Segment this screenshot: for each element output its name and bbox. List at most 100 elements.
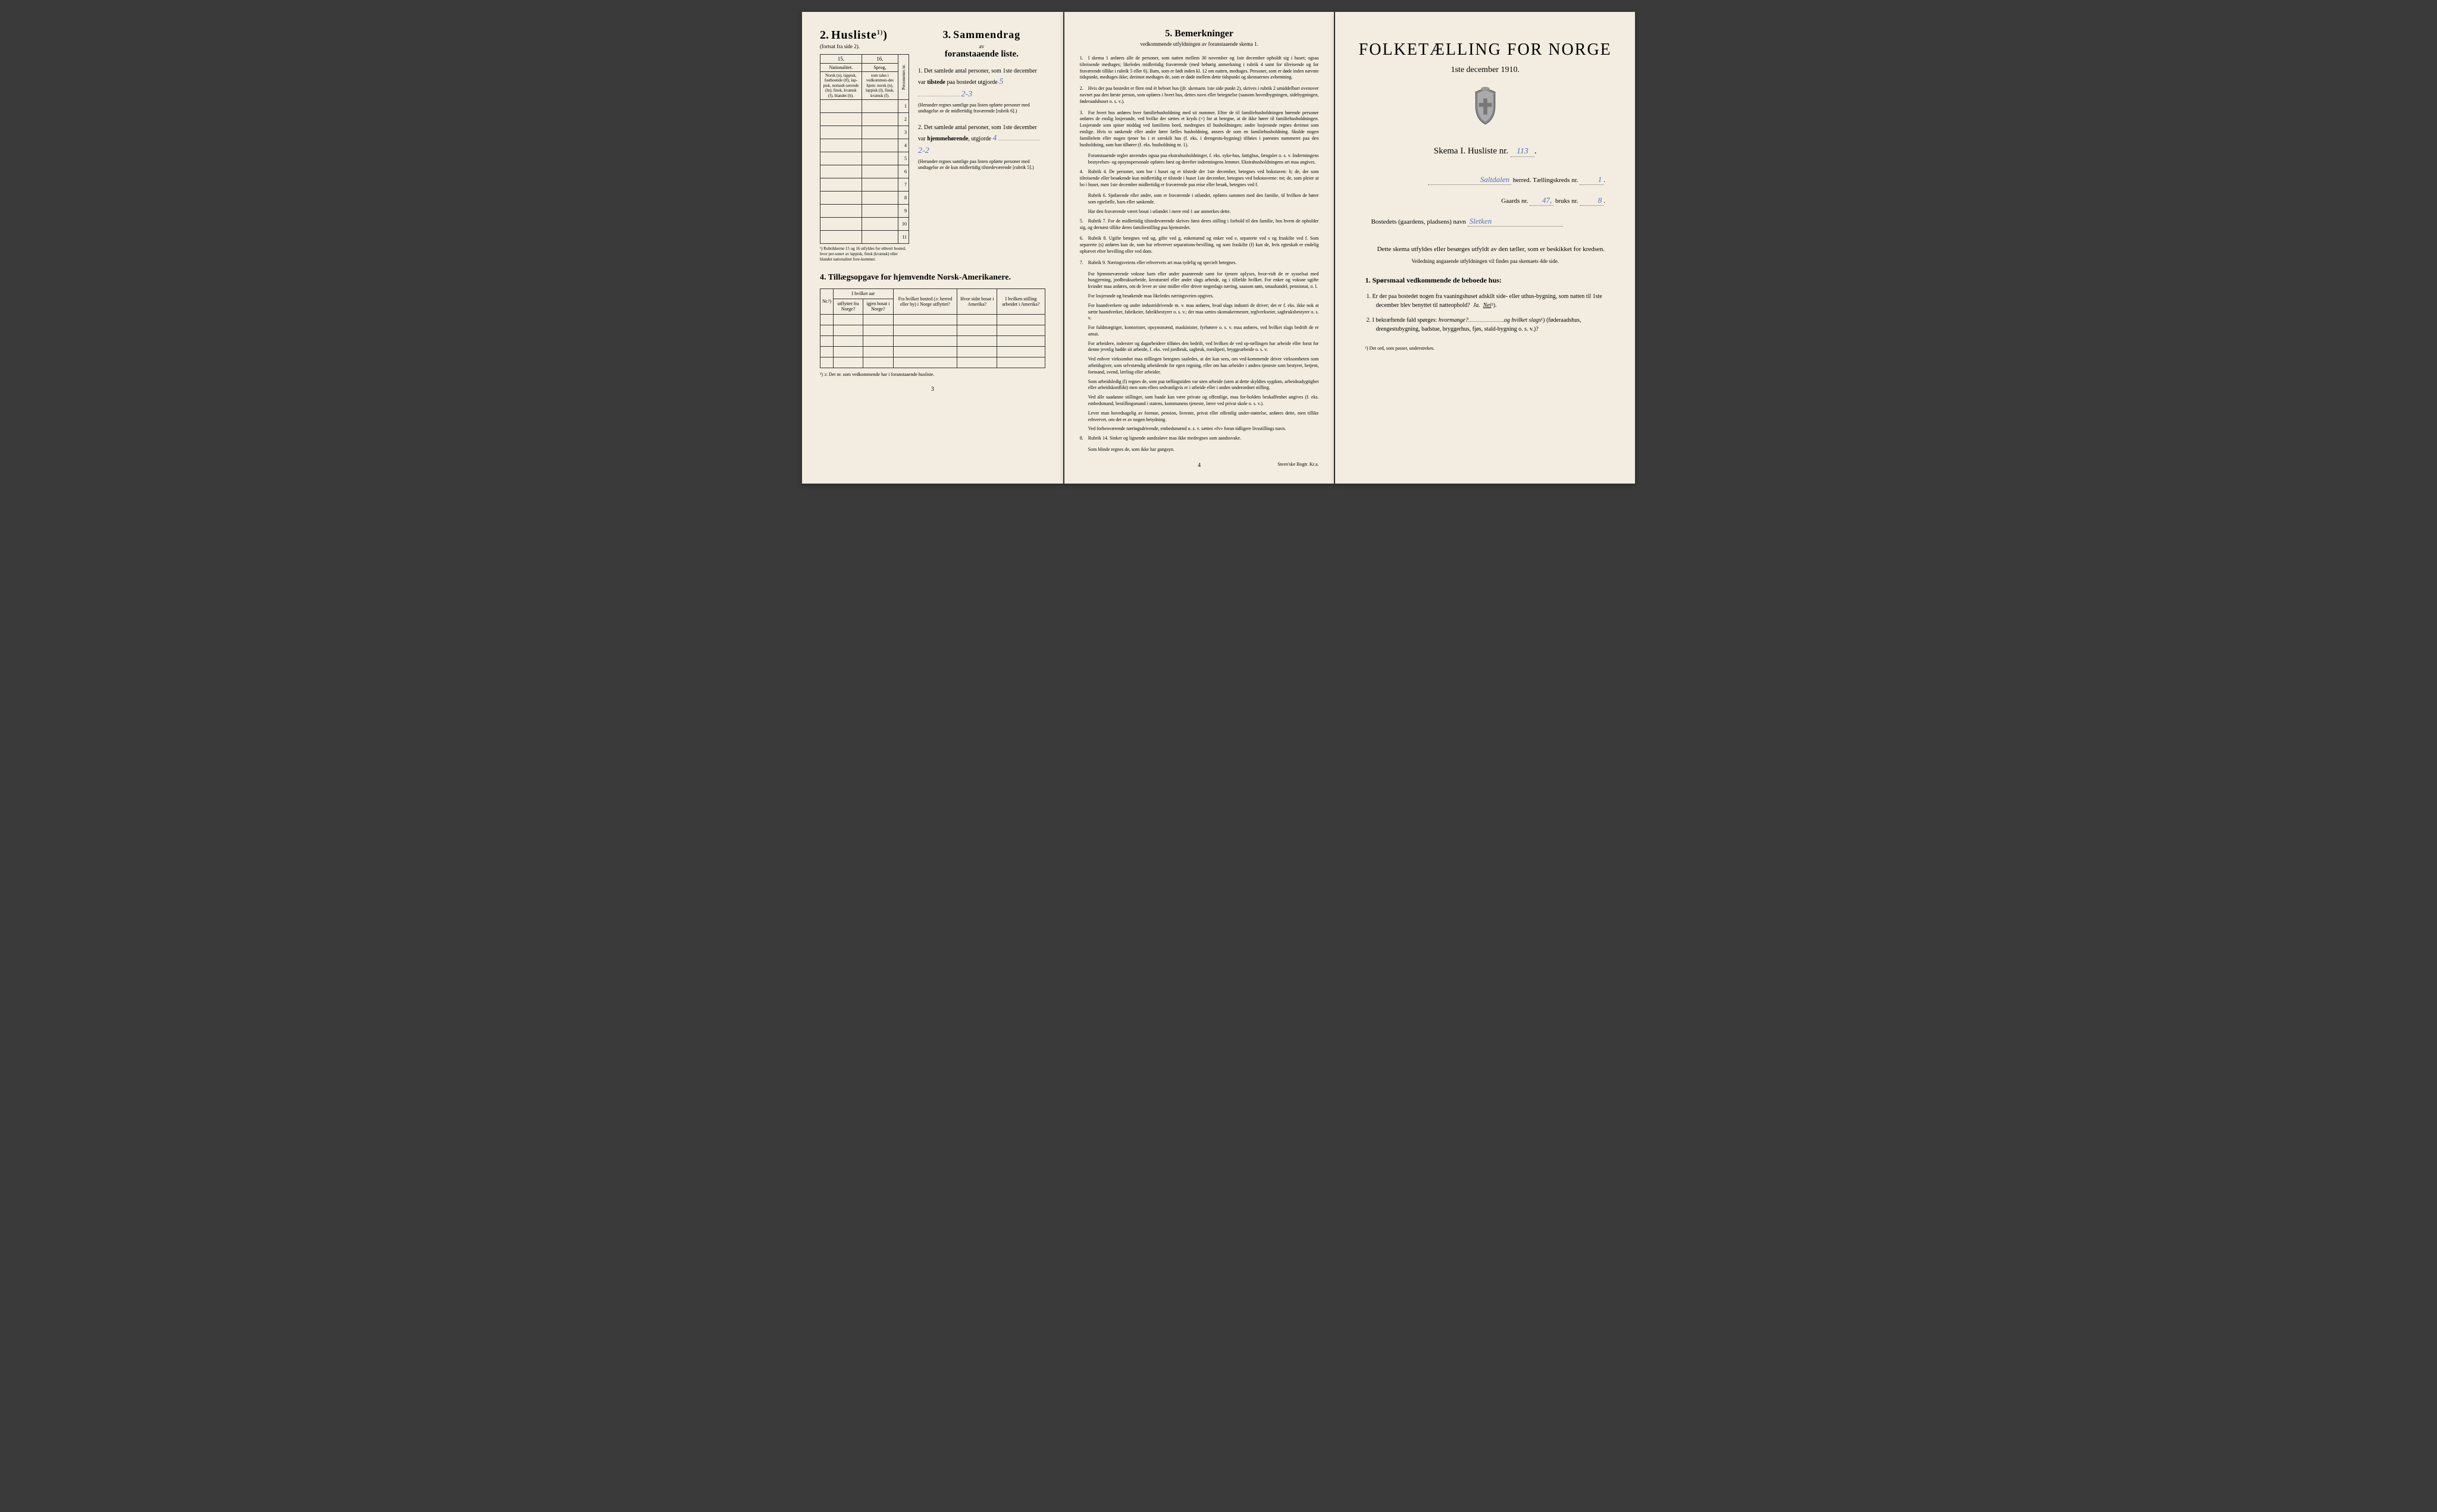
page-number-3: 3: [820, 386, 1045, 393]
sammendrag-av: av: [918, 43, 1045, 49]
answer-nei: Nei: [1483, 302, 1492, 309]
census-title: FOLKETÆLLING FOR NORGE: [1353, 40, 1617, 59]
page-4: 5. Bemerkninger vedkommende utfyldningen…: [1064, 12, 1335, 484]
skema-line: Skema I. Husliste nr. 113.: [1353, 146, 1617, 157]
intro-guidance: Veiledning angaaende utfyldningen vil fi…: [1353, 258, 1617, 264]
table-footnote: ¹) Rubrikkerne 15 og 16 utfyldes for eth…: [820, 246, 909, 262]
remark-indent: Rubrik 6. Sjøfarende eller andre, som er…: [1088, 193, 1319, 206]
remark-item: 3.For hvert hus anføres hver familiehush…: [1080, 110, 1319, 149]
remark-indent: Som blinde regnes de, som ikke har gangs…: [1088, 447, 1319, 453]
norway-crest-icon: [1353, 87, 1617, 128]
amerikanere-table: Nr.²) I hvilket aar Fra hvilket bosted (…: [820, 288, 1045, 368]
page-1-cover: FOLKETÆLLING FOR NORGE 1ste december 191…: [1335, 12, 1635, 484]
table-row: 5: [820, 152, 909, 165]
questions-header: 1. Spørsmaal vedkommende de beboede hus:: [1365, 276, 1605, 285]
section-2-number: 2.: [820, 29, 829, 42]
col-fra: Fra hvilket bosted (ɔ: herred eller by) …: [893, 289, 957, 315]
remark-indent: For losjerande og besøkende maa likelede…: [1088, 293, 1319, 300]
remark-indent: For fuldmægtiger, kontorister, opsynsmæn…: [1088, 325, 1319, 338]
table-row: [820, 347, 1045, 357]
bruks-nr: 8: [1580, 196, 1603, 206]
section-5-title: 5. Bemerkninger: [1080, 29, 1319, 39]
sammendrag-subtitle: foranstaaende liste.: [918, 49, 1045, 59]
section-4-title: 4. Tillægsopgave for hjemvendte Norsk-Am…: [820, 273, 1045, 283]
remark-indent: Lever man hovedsagelig av formue, pensio…: [1088, 410, 1319, 424]
table-row: 7: [820, 178, 909, 191]
summary-item-2: 2. Det samlede antal personer, som 1ste …: [918, 123, 1045, 171]
husliste-subtitle: (fortsat fra side 2).: [820, 43, 909, 49]
table-row: [820, 325, 1045, 336]
nationality-table: 15.16.Personernes nr. Nationalitet.Sprog…: [820, 54, 909, 244]
summary-item-1: 1. Det samlede antal personer, som 1ste …: [918, 67, 1045, 115]
bosted-line: Bostedets (gaardens, pladsens) navn Slet…: [1353, 217, 1617, 227]
remark-indent: Ved enhver virksomhet maa stillingen bet…: [1088, 356, 1319, 375]
gaard-line: Gaards nr. 47, bruks nr. 8.: [1353, 196, 1617, 206]
hjemme-count: 4: [992, 134, 997, 143]
husliste-title: Husliste1)): [831, 29, 888, 42]
remark-item: 8.Rubrik 14. Sinker og lignende aandsslø…: [1080, 435, 1319, 442]
page-3: 2. Husliste1)) (fortsat fra side 2). 15.…: [802, 12, 1063, 484]
table-row: 2: [820, 112, 909, 126]
col-15-header: 15.: [820, 55, 862, 64]
col-igjen: igjen bosat i Norge?: [863, 299, 893, 314]
table-row: 8: [820, 191, 909, 204]
remark-indent: Foranstaaende regler anvendes ogsaa paa …: [1088, 153, 1319, 166]
col-16-header: 16.: [862, 55, 898, 64]
section-4-footnote: ²) ɔ: Det nr. som vedkommende har i fora…: [820, 372, 1045, 377]
herred-line: Saltdalen herred. Tællingskreds nr. 1.: [1353, 175, 1617, 185]
nationality-header: Nationalitet.: [820, 64, 862, 72]
col-utflyttet: utflyttet fra Norge?: [834, 299, 863, 314]
item1-note: (Herunder regnes samtlige paa listen opf…: [918, 102, 1045, 115]
hjemme-breakdown: 2-2: [918, 146, 929, 155]
tilstede-count: 5: [999, 77, 1003, 86]
table-row: [820, 336, 1045, 347]
table-row: 9: [820, 204, 909, 217]
census-date: 1ste december 1910.: [1353, 65, 1617, 75]
table-row: [820, 315, 1045, 325]
bosted-name: Sletken: [1468, 217, 1563, 227]
table-row: [820, 357, 1045, 368]
table-row: 10: [820, 217, 909, 230]
herred-name: Saltdalen: [1428, 175, 1511, 185]
nationality-codes: Norsk (n), lappisk, fastboende (lf), lap…: [820, 72, 862, 100]
remark-item: 2.Hvis der paa bostedet er flere end ét …: [1080, 86, 1319, 105]
document-spread: 2. Husliste1)) (fortsat fra side 2). 15.…: [802, 12, 1635, 484]
husliste-header: 2. Husliste1)): [820, 29, 909, 42]
item2-note: (Herunder regnes samtlige paa listen opf…: [918, 159, 1045, 171]
remark-indent: Som arbeidsledig (l) regnes de, som paa …: [1088, 379, 1319, 392]
remark-item: 1.I skema 1 anføres alle de personer, so…: [1080, 55, 1319, 81]
col-aar: I hvilket aar: [834, 289, 893, 299]
section-3-number: 3.: [943, 29, 951, 40]
remark-item: 6.Rubrik 8. Ugifte betegnes ved ug, gift…: [1080, 236, 1319, 255]
remark-indent: For haandverkere og andre industridriven…: [1088, 303, 1319, 322]
sammendrag-header: 3. Sammendrag: [918, 29, 1045, 41]
section-5-subtitle: vedkommende utfyldningen av foranstaaend…: [1080, 41, 1319, 47]
language-codes: som tales i vedkommen-des hjem: norsk (n…: [862, 72, 898, 100]
right-footnote: ¹) Det ord, som passer, understrekes.: [1365, 346, 1605, 351]
remark-indent: For arbeidere, inderster og dagarbeidere…: [1088, 341, 1319, 354]
col-nr: Nr.²): [820, 289, 834, 315]
answer-ja: Ja.: [1473, 302, 1480, 309]
gaards-nr: 47,: [1530, 196, 1553, 206]
table-row: 4: [820, 139, 909, 152]
table-row: 3: [820, 126, 909, 139]
remark-indent: For hjemmeværende voksne barn eller andr…: [1088, 271, 1319, 290]
sammendrag-title: Sammendrag: [953, 29, 1020, 40]
table-row: 11: [820, 230, 909, 243]
remark-indent: Ved alle saadanne stillinger, som baade …: [1088, 394, 1319, 407]
remark-item: 4.Rubrik 4. De personer, som bor i huset…: [1080, 169, 1319, 188]
col-stilling: I hvilken stilling arbeidet i Amerika?: [997, 289, 1045, 315]
table-row: 1: [820, 99, 909, 112]
intro-text: Dette skema utfyldes eller besørges utfy…: [1365, 244, 1605, 255]
person-nr-header: Personernes nr.: [898, 55, 909, 100]
question-2: 2. I bekræftende fald spørges: hvormange…: [1376, 316, 1605, 334]
language-header: Sprog,: [862, 64, 898, 72]
col-hvor: Hvor sidst bosat i Amerika?: [957, 289, 997, 315]
tellingskreds-nr: 1: [1580, 175, 1603, 185]
remark-indent: Ved forhenværende næringsdrivende, embed…: [1088, 426, 1319, 432]
remark-item: 5.Rubrik 7. For de midlertidig tilstedev…: [1080, 218, 1319, 231]
remark-item: 7.Rubrik 9. Næringsveiens eller erhverve…: [1080, 260, 1319, 266]
question-1: 1. Er der paa bostedet nogen fra vaaning…: [1376, 292, 1605, 310]
husliste-number: 113: [1511, 147, 1534, 157]
table-row: 6: [820, 165, 909, 178]
